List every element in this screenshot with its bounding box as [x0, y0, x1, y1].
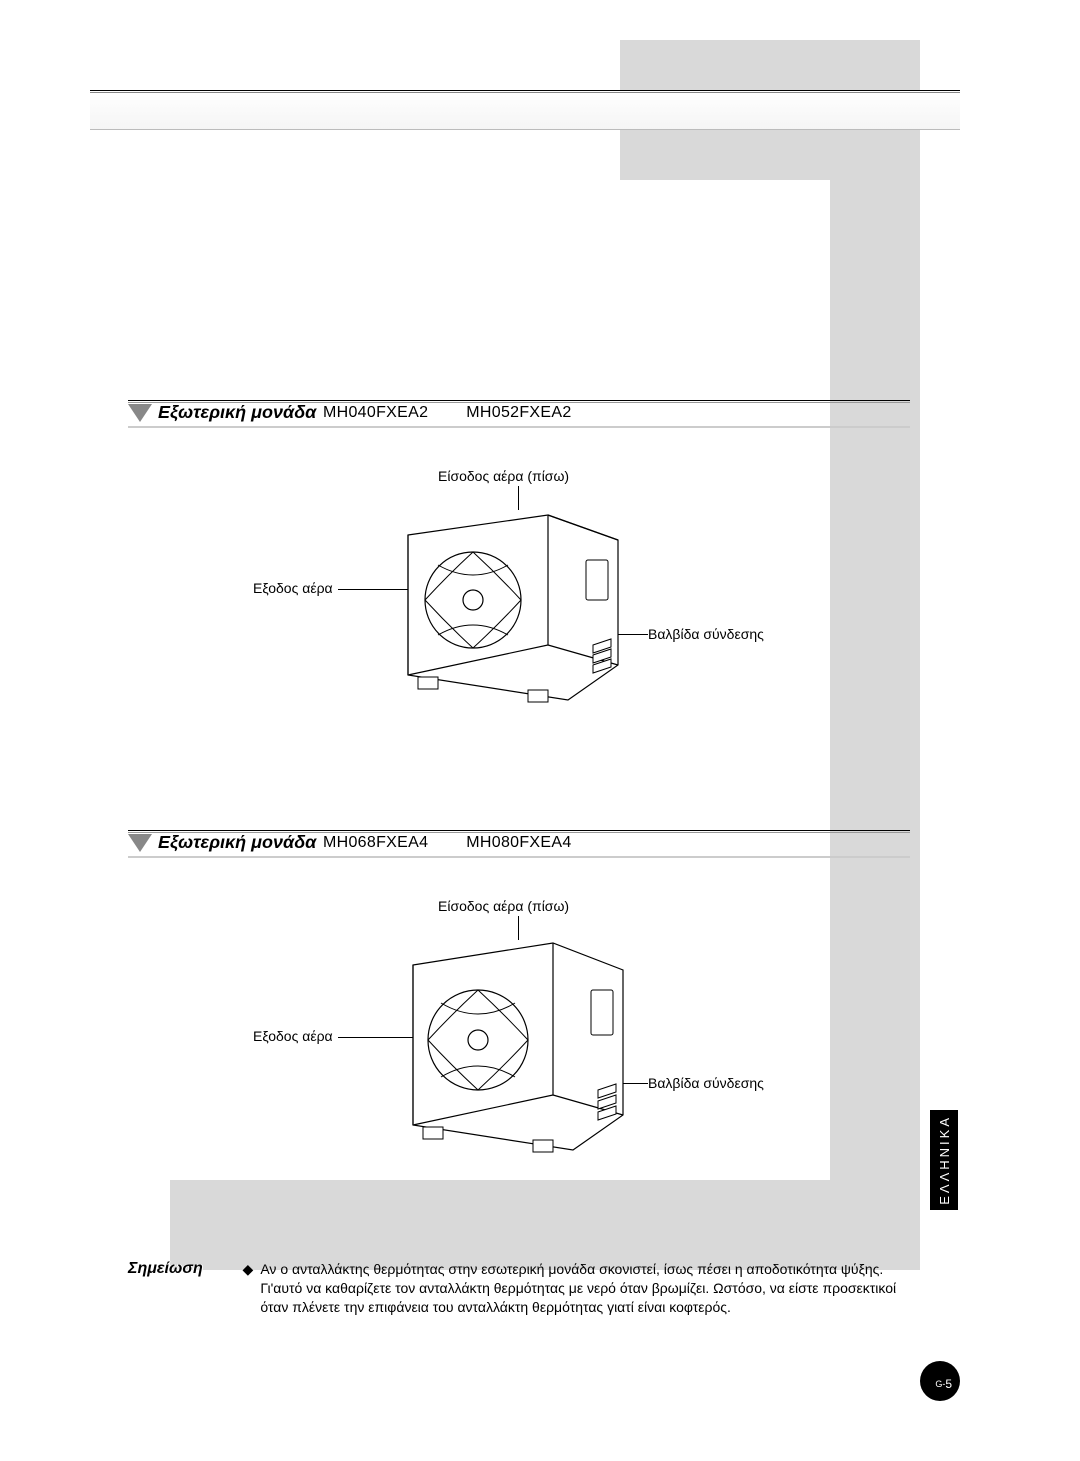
triangle-marker — [128, 834, 152, 852]
page-number: G-5 — [935, 1377, 952, 1391]
page-prefix: G- — [935, 1379, 945, 1389]
outdoor-unit-illustration — [403, 935, 633, 1165]
page: Εξωτερική μονάδα MH040FXEA2 MH052FXEA2 Εί… — [0, 0, 1080, 1461]
diagram-2: Είσοδος αέρα (πίσω) Εξοδος αέρα Βαλβίδα … — [128, 880, 910, 1150]
header-rule — [90, 90, 960, 130]
model-a: MH040FXEA2 — [323, 404, 428, 421]
label-valve: Βαλβίδα σύνδεσης — [648, 626, 764, 642]
label-valve: Βαλβίδα σύνδεσης — [648, 1075, 764, 1091]
section-header-2: Εξωτερική μονάδα MH068FXEA4 MH080FXEA4 — [128, 830, 910, 860]
model-b: MH052FXEA2 — [466, 404, 571, 421]
diagram-1: Είσοδος αέρα (πίσω) Εξοδος αέρα Βαλβίδα … — [128, 450, 910, 720]
section-header-1: Εξωτερική μονάδα MH040FXEA2 MH052FXEA2 — [128, 400, 910, 430]
section-outdoor-unit-1: Εξωτερική μονάδα MH040FXEA2 MH052FXEA2 Εί… — [128, 400, 910, 720]
label-air-outlet: Εξοδος αέρα — [253, 1028, 333, 1044]
language-tab-text: ΕΛΛΗΝΙΚΑ — [937, 1115, 952, 1205]
model-a: MH068FXEA4 — [323, 834, 428, 851]
note-bullet: ◆ — [242, 1260, 256, 1279]
label-air-inlet: Είσοδος αέρα (πίσω) — [438, 468, 569, 484]
note-text: Αν ο ανταλλάκτης θερμότητας στην εσωτερι… — [260, 1260, 904, 1317]
page-num-value: 5 — [945, 1377, 952, 1391]
section-models: MH068FXEA4 MH080FXEA4 — [323, 834, 572, 852]
section-title: Εξωτερική μονάδα — [158, 402, 316, 423]
outdoor-unit-illustration — [398, 505, 628, 715]
model-b: MH080FXEA4 — [466, 834, 571, 851]
section-outdoor-unit-2: Εξωτερική μονάδα MH068FXEA4 MH080FXEA4 Εί… — [128, 830, 910, 1150]
triangle-marker — [128, 404, 152, 422]
label-air-outlet: Εξοδος αέρα — [253, 580, 333, 596]
section-title: Εξωτερική μονάδα — [158, 832, 316, 853]
note-body: ◆ Αν ο ανταλλάκτης θερμότητας στην εσωτε… — [242, 1260, 904, 1317]
label-air-inlet: Είσοδος αέρα (πίσω) — [438, 898, 569, 914]
language-tab: ΕΛΛΗΝΙΚΑ — [930, 1110, 958, 1210]
note-block: Σημείωση ◆ Αν ο ανταλλάκτης θερμότητας σ… — [128, 1260, 910, 1317]
section-models: MH040FXEA2 MH052FXEA2 — [323, 404, 572, 422]
note-label: Σημείωση — [128, 1260, 238, 1278]
